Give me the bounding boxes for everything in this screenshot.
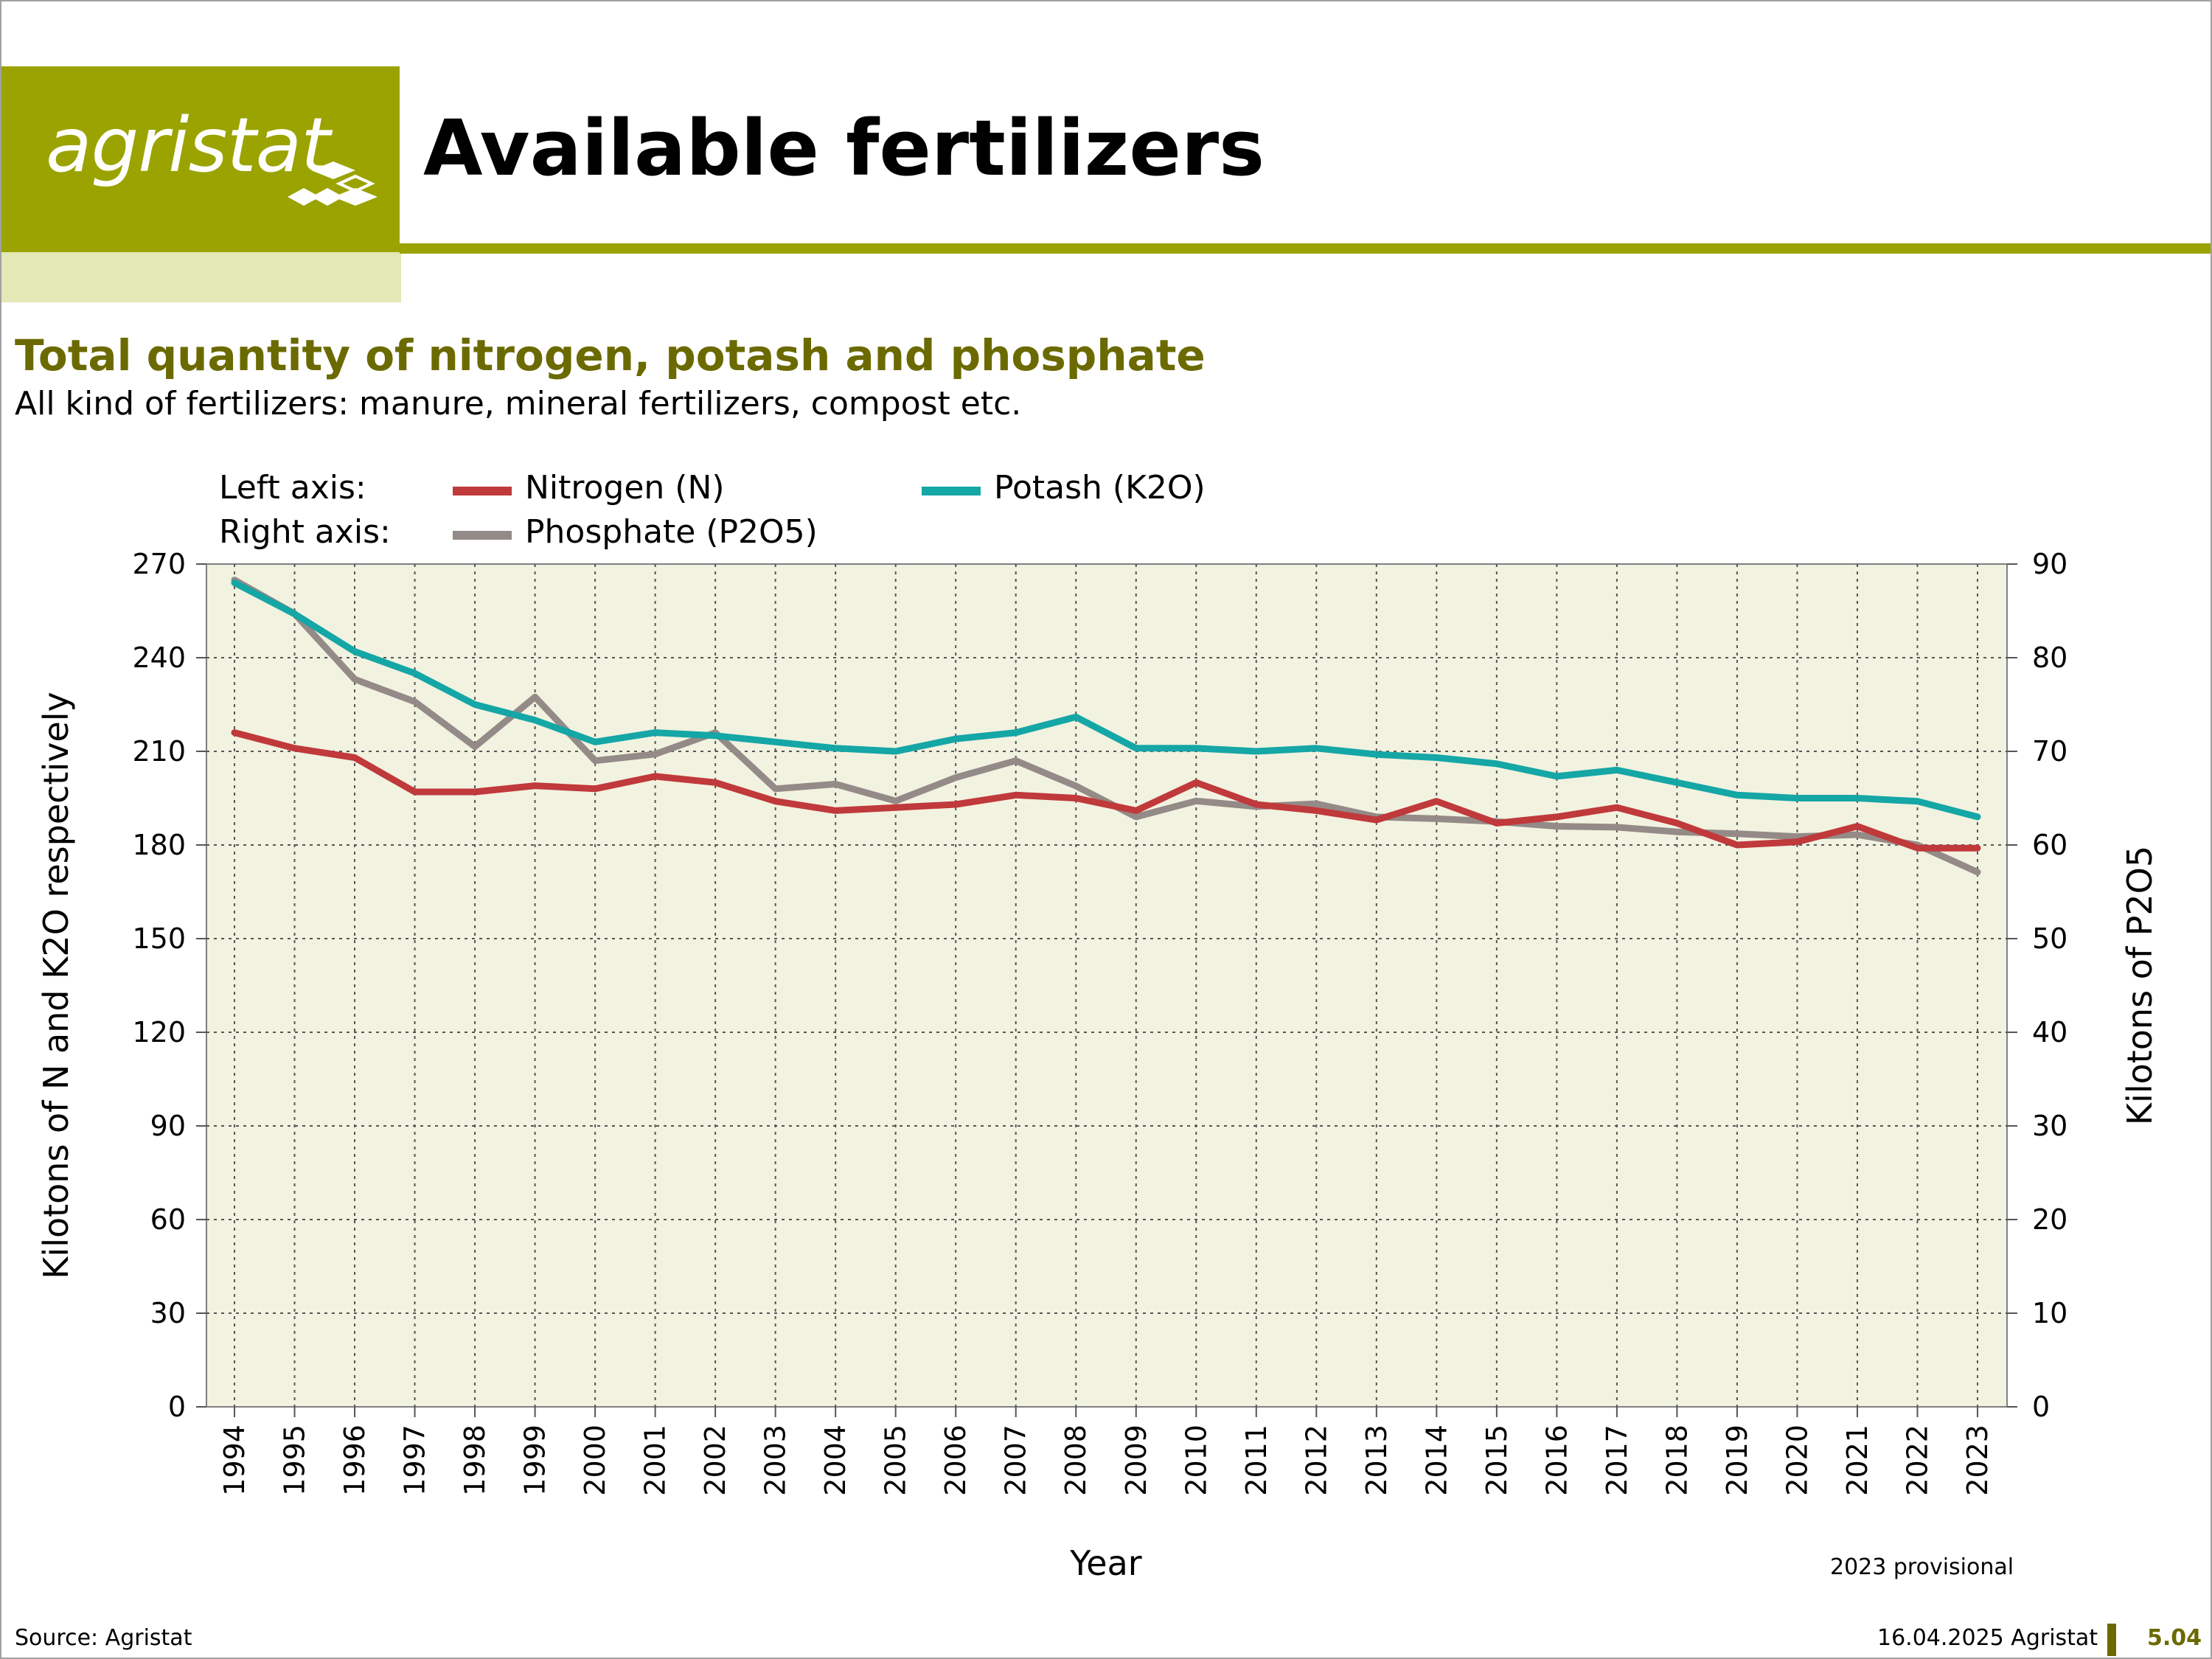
x-tick-label: 2006: [939, 1425, 972, 1496]
chart-subtitle: All kind of fertilizers: manure, mineral…: [15, 385, 1022, 422]
y2-axis-title: Kilotons of P2O5: [2120, 846, 2160, 1125]
y2-tick-label: 80: [2032, 641, 2067, 674]
legend-label-phosphate: Phosphate (P2O5): [525, 513, 818, 551]
x-tick-label: 2007: [1000, 1425, 1032, 1496]
y2-tick-label: 20: [2032, 1203, 2067, 1236]
x-tick-label: 2005: [880, 1425, 912, 1496]
logo-panel: [1, 66, 400, 252]
x-tick-label: 2011: [1240, 1425, 1273, 1496]
x-tick-label: 1996: [338, 1425, 371, 1496]
x-tick-label: 2017: [1601, 1425, 1633, 1496]
x-tick-label: 2020: [1781, 1425, 1813, 1496]
y-tick-label: 210: [132, 735, 186, 768]
y2-tick-label: 30: [2032, 1110, 2067, 1142]
y-axis-title: Kilotons of N and K2O respectively: [36, 692, 76, 1279]
y2-tick-label: 90: [2032, 548, 2067, 580]
provisional-note: 2023 provisional: [1830, 1554, 2014, 1580]
y-tick-label: 60: [150, 1203, 186, 1236]
x-axis-title: Year: [1069, 1543, 1141, 1583]
y2-tick-label: 50: [2032, 922, 2067, 955]
x-tick-label: 1994: [218, 1425, 251, 1496]
series-line-potash: [231, 579, 1981, 821]
y-tick-label: 30: [150, 1297, 186, 1329]
x-tick-label: 1997: [399, 1425, 431, 1496]
y2-tick-label: 60: [2032, 829, 2067, 861]
series-line-nitrogen: [231, 729, 1981, 852]
page-number: 5.04: [2147, 1625, 2202, 1651]
logo-wordmark: agristat: [46, 102, 330, 189]
y-tick-label: 270: [132, 548, 186, 580]
legend-label-nitrogen: Nitrogen (N): [525, 469, 725, 507]
legend-label-potash: Potash (K2O): [994, 469, 1206, 507]
x-tick-label: 2015: [1481, 1425, 1513, 1496]
legend-left-axis-label: Left axis:: [219, 469, 366, 507]
x-tick-label: 1995: [279, 1425, 311, 1496]
x-tick-label: 1999: [519, 1425, 552, 1496]
legend-swatch-potash: [922, 487, 981, 495]
page-title: Available fertilizers: [423, 103, 1265, 193]
x-tick-label: 2004: [819, 1425, 852, 1496]
y-tick-label: 180: [132, 829, 186, 861]
chart-title: Total quantity of nitrogen, potash and p…: [15, 330, 1206, 380]
x-tick-label: 2000: [579, 1425, 611, 1496]
x-tick-label: 2018: [1660, 1425, 1693, 1496]
x-tick-label: 2001: [639, 1425, 672, 1496]
x-tick-label: 2013: [1360, 1425, 1393, 1496]
legend-swatch-nitrogen: [453, 487, 512, 495]
logo-underbar: [1, 252, 401, 302]
logo-diamonds-icon: [288, 161, 378, 206]
x-tick-label: 1998: [459, 1425, 491, 1496]
x-tick-label: 2010: [1180, 1425, 1212, 1496]
y-tick-label: 0: [168, 1391, 186, 1423]
x-tick-label: 2022: [1901, 1425, 1933, 1496]
header-rule: [400, 243, 2211, 254]
x-tick-label: 2003: [759, 1425, 792, 1496]
legend-right-axis-label: Right axis:: [219, 513, 391, 551]
x-tick-label: 2016: [1540, 1425, 1573, 1496]
x-tick-label: 2023: [1961, 1425, 1994, 1496]
legend-swatch-phosphate: [453, 531, 512, 540]
footer-divider: [2107, 1624, 2116, 1656]
x-tick-label: 2009: [1120, 1425, 1152, 1496]
x-tick-label: 2002: [699, 1425, 731, 1496]
x-tick-label: 2008: [1060, 1425, 1092, 1496]
footer-date: 16.04.2025 Agristat: [1877, 1625, 2098, 1651]
x-tick-label: 2019: [1721, 1425, 1753, 1496]
y2-tick-label: 0: [2032, 1391, 2050, 1423]
y-tick-label: 150: [132, 922, 186, 955]
x-tick-label: 2012: [1300, 1425, 1332, 1496]
y2-tick-label: 70: [2032, 735, 2067, 768]
x-tick-label: 2014: [1420, 1425, 1453, 1496]
source-note: Source: Agristat: [15, 1625, 192, 1651]
x-tick-label: 2021: [1841, 1425, 1874, 1496]
y2-tick-label: 10: [2032, 1297, 2067, 1329]
y2-tick-label: 40: [2032, 1016, 2067, 1048]
y-tick-label: 90: [150, 1110, 186, 1142]
plot-area: [206, 563, 2008, 1408]
y-tick-label: 120: [132, 1016, 186, 1048]
y-tick-label: 240: [132, 641, 186, 674]
